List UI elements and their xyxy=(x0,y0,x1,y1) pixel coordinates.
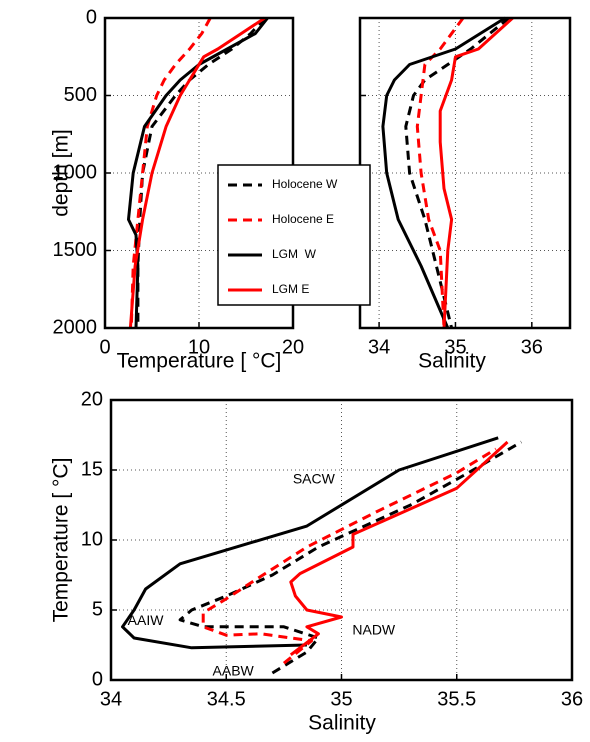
y-tick-label: 20 xyxy=(81,388,103,410)
legend-label: LGM E xyxy=(272,282,309,296)
panel: 34 34.5 35 35.5 36 0 5 10 15 20 SACW AAIW NADW AABW Sa… xyxy=(50,388,584,734)
y-tick-label: 0 xyxy=(86,6,97,28)
annotation: SACW xyxy=(293,471,336,487)
x-tick-label: 35 xyxy=(444,336,466,358)
x-tick-label: 34 xyxy=(368,336,390,358)
series-line xyxy=(121,436,499,650)
series-line xyxy=(289,440,509,656)
y-tick-label: 5 xyxy=(92,598,103,620)
series-line xyxy=(438,16,514,329)
x-axis-label: Temperature [ °C] xyxy=(117,350,282,373)
x-axis-label: Salinity xyxy=(308,712,376,735)
y-tick-label: 10 xyxy=(81,528,103,550)
series-line xyxy=(127,17,269,329)
series-line xyxy=(128,16,266,329)
x-tick-label: 35 xyxy=(330,688,352,710)
x-tick-label: 10 xyxy=(188,336,210,358)
series-line xyxy=(178,440,523,675)
series-line xyxy=(201,447,497,665)
legend: Holocene W Holocene E LGM W LGM E xyxy=(217,164,371,306)
x-tick-label: 34 xyxy=(100,688,122,710)
x-tick-label: 0 xyxy=(99,336,110,358)
legend-label: Holocene W xyxy=(272,177,338,191)
y-tick-label: 15 xyxy=(81,458,103,480)
x-axis-label: Salinity xyxy=(418,350,486,373)
y-tick-label: 0 xyxy=(92,668,103,690)
panel: 34 35 36 Salinity xyxy=(358,16,572,373)
annotation: NADW xyxy=(352,622,396,638)
series-line xyxy=(129,17,212,329)
x-tick-label: 34.5 xyxy=(207,688,246,710)
legend-label: LGM W xyxy=(272,247,317,261)
x-tick-label: 35.5 xyxy=(437,688,476,710)
annotation: AAIW xyxy=(128,612,165,628)
y-tick-label: 500 xyxy=(64,84,97,106)
y-axis-label: Temperature [ °C] xyxy=(50,458,73,623)
frame xyxy=(109,398,574,682)
annotation: AABW xyxy=(213,662,255,678)
x-tick-label: 36 xyxy=(561,688,583,710)
legend-label: Holocene E xyxy=(272,212,334,226)
x-tick-label: 36 xyxy=(521,336,543,358)
y-axis-label: depth [m] xyxy=(50,129,73,217)
x-tick-label: 20 xyxy=(282,336,304,358)
y-tick-label: 1000 xyxy=(53,161,98,183)
y-tick-label: 2000 xyxy=(53,316,98,338)
series-line xyxy=(381,16,506,329)
y-tick-label: 1500 xyxy=(53,239,98,261)
legend-box xyxy=(217,164,371,306)
series-line xyxy=(415,17,465,329)
